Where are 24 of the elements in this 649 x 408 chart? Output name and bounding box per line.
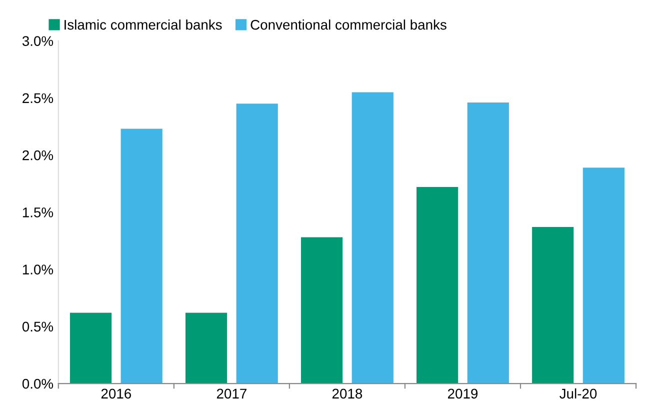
bar (416, 187, 458, 384)
bar (582, 168, 624, 384)
x-tick-label: Jul-20 (560, 388, 597, 399)
x-tick-label: 2017 (216, 388, 246, 399)
bar (301, 237, 343, 384)
y-tick-label: 2.5% (22, 93, 54, 104)
x-tick-label: 2016 (101, 388, 132, 399)
bar (120, 128, 162, 384)
bar (185, 312, 228, 384)
legend-label: Islamic commercial banks (64, 20, 222, 30)
bar (236, 104, 278, 384)
x-tick-label: 2019 (448, 388, 478, 399)
y-tick-label: 2.0% (22, 150, 54, 160)
y-tick-label: 1.5% (22, 208, 54, 218)
y-tick-label: 3.0% (22, 36, 54, 46)
legend-label: Conventional commercial banks (250, 20, 446, 30)
y-tick-label: 1.0% (22, 264, 54, 274)
y-tick-label: 0.0% (22, 378, 54, 389)
y-tick-label: 0.5% (22, 322, 54, 332)
bar (352, 92, 394, 384)
x-tick-label: 2018 (332, 388, 362, 399)
bar (532, 227, 574, 384)
bar (70, 312, 112, 384)
bar (467, 102, 509, 384)
